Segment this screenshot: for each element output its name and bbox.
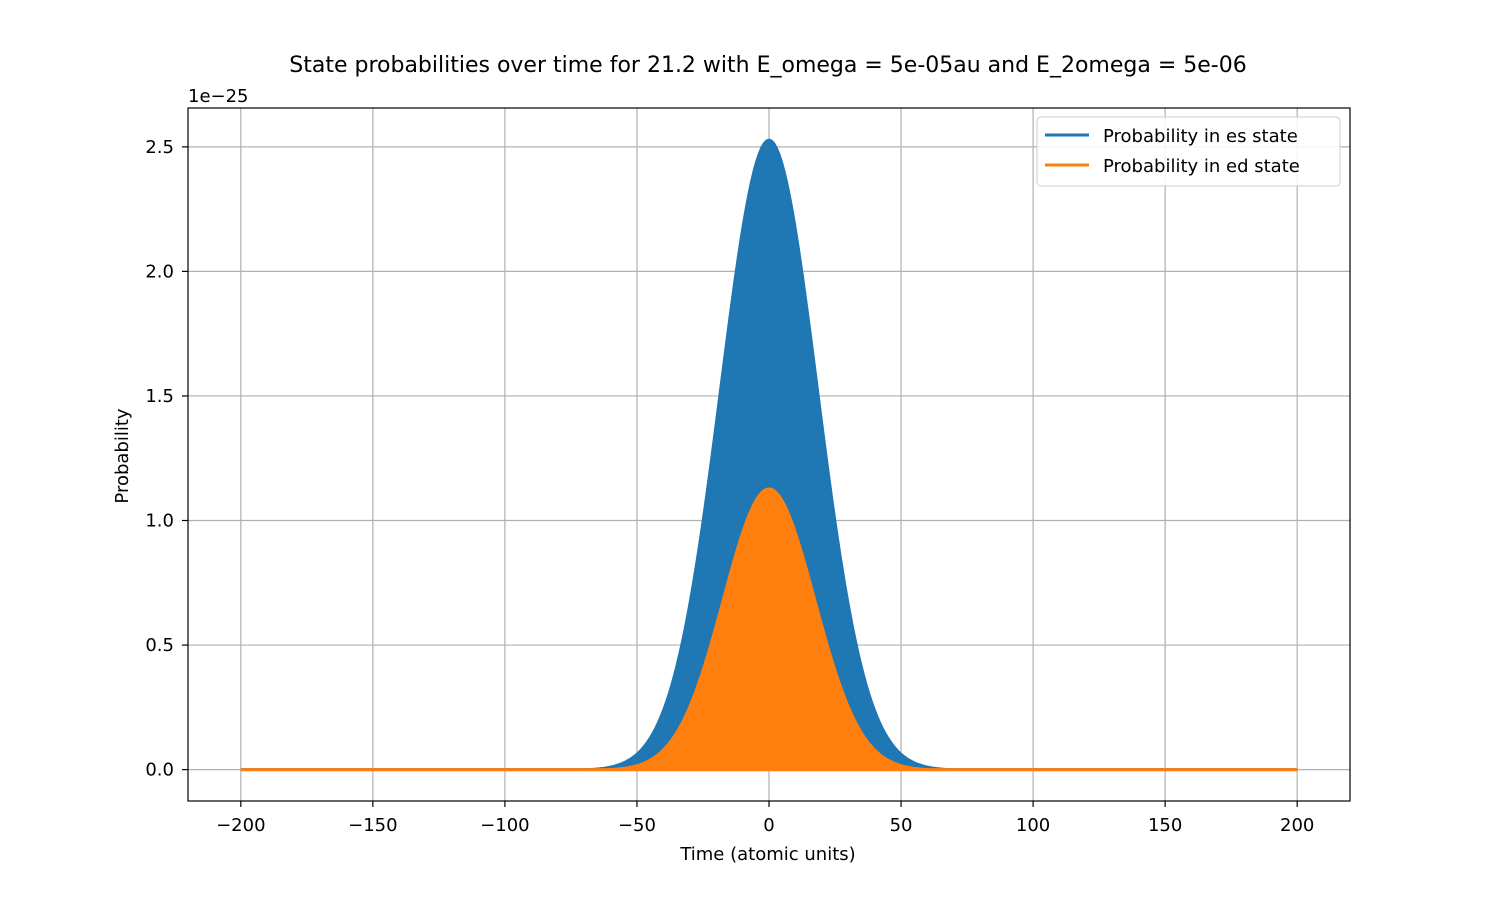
x-axis-ticks: −200 −150 −100 −50 0 50 100 150 200: [216, 801, 1314, 836]
x-tick-label: −50: [618, 815, 656, 836]
chart-title: State probabilities over time for 21.2 w…: [289, 53, 1246, 78]
x-axis-label: Time (atomic units): [679, 844, 855, 865]
x-tick-label: −150: [348, 815, 397, 836]
legend-label-es: Probability in es state: [1103, 126, 1298, 147]
legend: Probability in es state Probability in e…: [1036, 116, 1341, 187]
y-axis-ticks: 0.0 0.5 1.0 1.5 2.0 2.5: [145, 137, 188, 781]
y-tick-label: 2.0: [145, 261, 174, 282]
y-tick-label: 0.0: [145, 760, 174, 781]
legend-box: [1036, 116, 1341, 187]
series-layer: [240, 138, 1298, 772]
y-tick-label: 1.0: [145, 511, 174, 532]
legend-label-ed: Probability in ed state: [1103, 156, 1300, 177]
x-tick-label: 50: [890, 815, 913, 836]
y-offset-label: 1e−25: [188, 86, 249, 107]
x-tick-label: −200: [216, 815, 265, 836]
x-tick-label: 200: [1280, 815, 1314, 836]
y-tick-label: 2.5: [145, 137, 174, 158]
x-tick-label: 100: [1016, 815, 1050, 836]
x-tick-label: 0: [763, 815, 774, 836]
y-axis-label: Probability: [112, 408, 133, 503]
y-tick-label: 1.5: [145, 386, 174, 407]
x-tick-label: 150: [1148, 815, 1182, 836]
x-tick-label: −100: [480, 815, 529, 836]
y-tick-label: 0.5: [145, 635, 174, 656]
